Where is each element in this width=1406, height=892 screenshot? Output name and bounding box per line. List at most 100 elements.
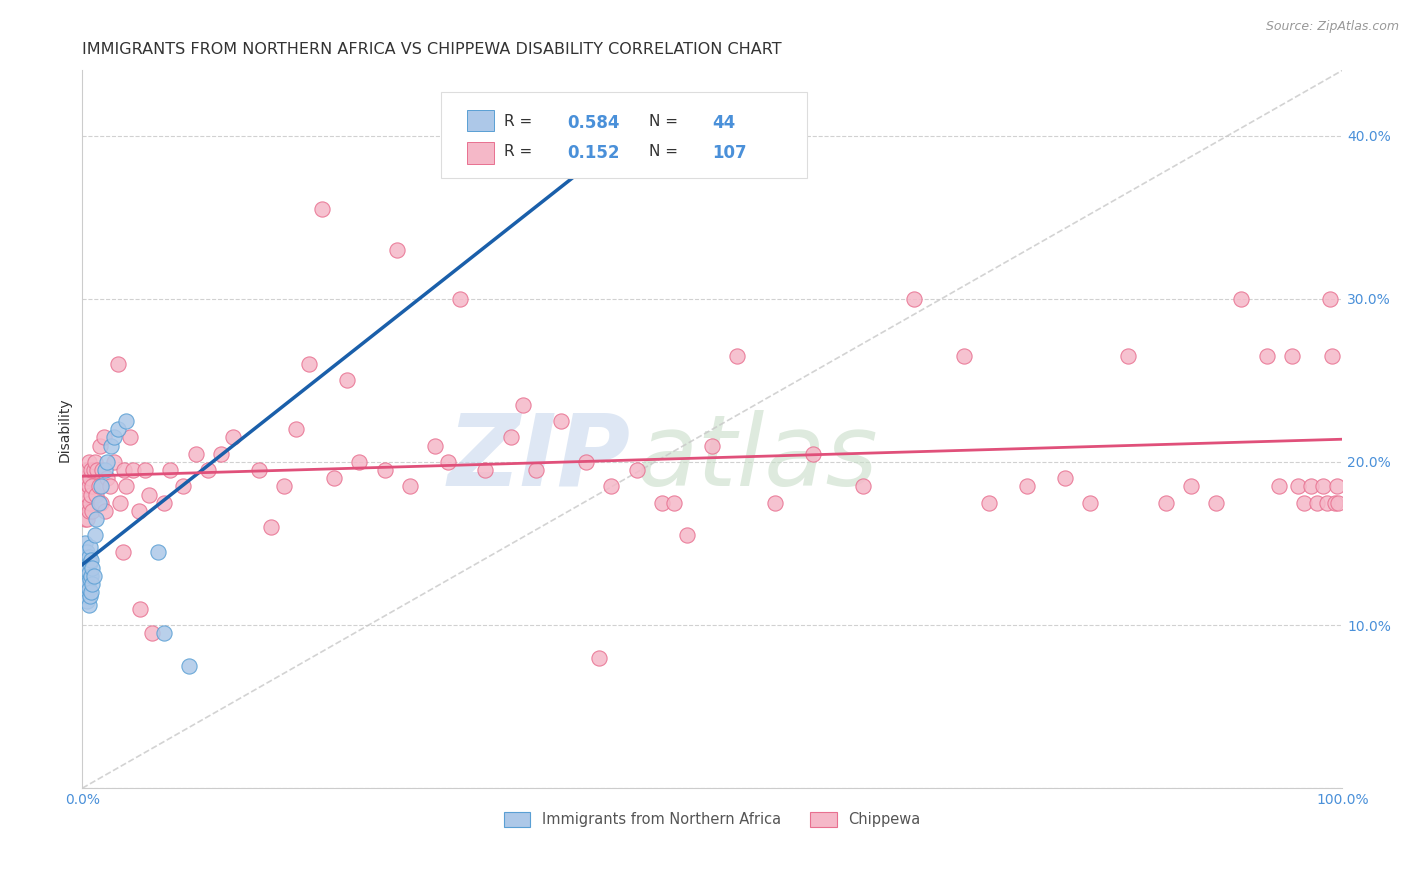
Point xyxy=(129,601,152,615)
Point xyxy=(588,650,610,665)
Point xyxy=(474,463,496,477)
Text: atlas: atlas xyxy=(637,409,879,507)
Point xyxy=(86,463,108,477)
Point xyxy=(524,463,547,477)
Point xyxy=(1205,496,1227,510)
Point xyxy=(96,471,118,485)
Point xyxy=(121,463,143,477)
Point xyxy=(1268,479,1291,493)
Point xyxy=(159,463,181,477)
Point xyxy=(550,414,572,428)
Point xyxy=(179,658,201,673)
Point xyxy=(73,479,96,493)
Point xyxy=(76,487,98,501)
Point xyxy=(100,439,122,453)
Point xyxy=(1154,496,1177,510)
Point xyxy=(247,463,270,477)
Point xyxy=(80,463,103,477)
Point xyxy=(702,439,724,453)
Text: 44: 44 xyxy=(713,114,735,132)
Point xyxy=(108,496,131,510)
Point xyxy=(184,447,207,461)
Point xyxy=(75,556,97,570)
Point xyxy=(73,544,96,558)
Point xyxy=(96,455,118,469)
Point xyxy=(90,496,112,510)
Text: N =: N = xyxy=(650,144,678,159)
Point xyxy=(75,549,97,564)
Point xyxy=(953,349,976,363)
Point xyxy=(141,626,163,640)
Point xyxy=(374,463,396,477)
Point xyxy=(801,447,824,461)
Point xyxy=(79,540,101,554)
Point xyxy=(222,430,245,444)
Point xyxy=(72,585,94,599)
Text: ZIP: ZIP xyxy=(447,409,630,507)
Point xyxy=(75,496,97,510)
Point xyxy=(1312,479,1334,493)
Point xyxy=(1327,496,1350,510)
Text: R =: R = xyxy=(505,144,533,159)
Point xyxy=(600,479,623,493)
Point xyxy=(77,582,100,596)
Point xyxy=(75,566,97,580)
Point xyxy=(80,585,103,599)
Point xyxy=(77,599,100,613)
Point xyxy=(79,496,101,510)
Point xyxy=(1326,479,1348,493)
Point xyxy=(1116,349,1139,363)
Point xyxy=(72,569,94,583)
Point xyxy=(387,243,409,257)
Point xyxy=(1017,479,1039,493)
Point xyxy=(73,577,96,591)
Point xyxy=(1294,496,1316,510)
Point xyxy=(82,479,104,493)
FancyBboxPatch shape xyxy=(441,92,807,178)
Point xyxy=(399,479,422,493)
Point xyxy=(449,292,471,306)
Point xyxy=(77,479,100,493)
Point xyxy=(727,349,749,363)
Point xyxy=(89,439,111,453)
Point xyxy=(1281,349,1303,363)
Point xyxy=(1286,479,1309,493)
Point xyxy=(298,357,321,371)
Point xyxy=(575,128,598,143)
Point xyxy=(103,455,125,469)
Point xyxy=(1319,292,1341,306)
Point xyxy=(423,439,446,453)
Point xyxy=(84,512,107,526)
Point xyxy=(763,496,786,510)
Point xyxy=(112,463,135,477)
Point xyxy=(115,414,138,428)
Point xyxy=(436,455,458,469)
Point xyxy=(172,479,194,493)
Point xyxy=(83,528,105,542)
Point xyxy=(115,479,138,493)
Point xyxy=(80,569,103,583)
Point xyxy=(134,463,156,477)
Point xyxy=(676,528,699,542)
Point xyxy=(209,447,232,461)
Text: N =: N = xyxy=(650,114,678,129)
Point xyxy=(73,512,96,526)
Point xyxy=(323,471,346,485)
Point xyxy=(72,496,94,510)
Point xyxy=(336,373,359,387)
FancyBboxPatch shape xyxy=(467,110,495,131)
Point xyxy=(73,561,96,575)
Point xyxy=(77,566,100,580)
Text: Source: ZipAtlas.com: Source: ZipAtlas.com xyxy=(1265,20,1399,33)
Point xyxy=(1078,496,1101,510)
Point xyxy=(76,463,98,477)
Point xyxy=(1316,496,1339,510)
Point xyxy=(79,589,101,603)
Point xyxy=(1180,479,1202,493)
Text: 0.584: 0.584 xyxy=(568,114,620,132)
Text: IMMIGRANTS FROM NORTHERN AFRICA VS CHIPPEWA DISABILITY CORRELATION CHART: IMMIGRANTS FROM NORTHERN AFRICA VS CHIPP… xyxy=(83,42,782,57)
Point xyxy=(903,292,925,306)
Point xyxy=(1323,496,1346,510)
Point xyxy=(1230,292,1253,306)
Point xyxy=(1256,349,1278,363)
